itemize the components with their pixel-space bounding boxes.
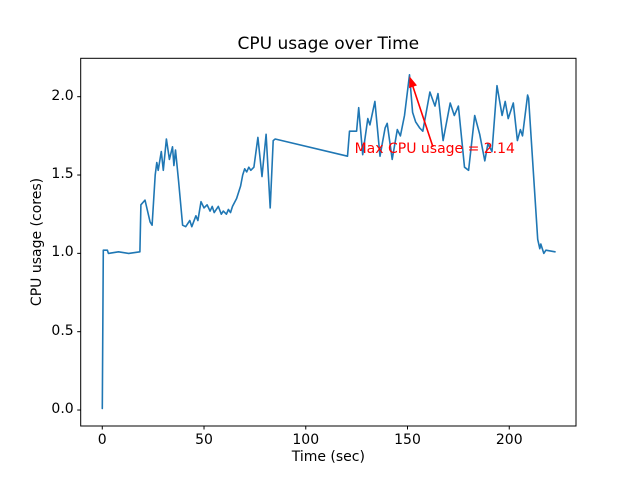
x-tick-label: 0 xyxy=(97,432,107,448)
x-tick-label: 200 xyxy=(495,432,523,448)
y-tick-label: 1.5 xyxy=(51,166,74,183)
x-tick-label: 150 xyxy=(394,432,421,448)
axes-frame xyxy=(80,57,577,427)
x-tick-label: 100 xyxy=(292,432,320,448)
x-axis-label: Time (sec) xyxy=(291,449,365,465)
tick-marks xyxy=(77,96,510,430)
y-tick-label: 0.0 xyxy=(51,401,74,418)
y-tick-label: 1.0 xyxy=(51,244,74,261)
y-tick-label: 0.5 xyxy=(51,322,74,339)
data-line xyxy=(101,74,556,410)
annotation-text: Max CPU usage = 2.14 xyxy=(354,140,515,157)
y-tick-label: 2.0 xyxy=(51,87,74,104)
annotation-arrow-icon xyxy=(409,76,434,148)
y-axis-label: CPU usage (cores) xyxy=(29,178,45,307)
x-tick-label: 50 xyxy=(195,432,213,448)
chart-title: CPU usage over Time xyxy=(237,34,420,54)
